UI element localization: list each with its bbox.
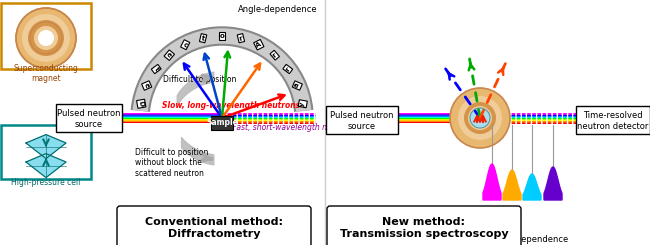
Circle shape: [470, 108, 490, 128]
Circle shape: [22, 14, 70, 62]
FancyBboxPatch shape: [326, 106, 398, 134]
Text: A: A: [255, 41, 263, 49]
Circle shape: [458, 96, 502, 140]
Text: Fast, short-wavelength neutrons: Fast, short-wavelength neutrons: [232, 123, 356, 132]
Text: t: t: [153, 66, 160, 72]
Text: Time-resolved
neutron detector: Time-resolved neutron detector: [577, 111, 649, 131]
FancyBboxPatch shape: [576, 106, 650, 134]
Text: Pulsed neutron
source: Pulsed neutron source: [57, 109, 121, 129]
FancyBboxPatch shape: [211, 116, 233, 130]
FancyBboxPatch shape: [1, 3, 91, 69]
FancyBboxPatch shape: [117, 206, 311, 245]
FancyBboxPatch shape: [1, 125, 91, 179]
Text: y: y: [300, 101, 306, 107]
FancyBboxPatch shape: [327, 206, 521, 245]
FancyBboxPatch shape: [56, 104, 122, 132]
Text: e: e: [166, 51, 173, 59]
Circle shape: [464, 102, 496, 134]
Text: r: r: [284, 66, 291, 72]
Text: Difficult to position: Difficult to position: [163, 75, 237, 85]
Circle shape: [16, 8, 76, 68]
Text: o: o: [220, 33, 224, 39]
Text: High-pressure cell: High-pressure cell: [11, 178, 81, 187]
Polygon shape: [503, 170, 521, 200]
Text: c: c: [182, 41, 188, 48]
Polygon shape: [26, 135, 66, 159]
Text: e: e: [143, 82, 150, 89]
Text: r: r: [239, 35, 243, 42]
Circle shape: [28, 20, 64, 56]
Text: Superconducting
magnet: Superconducting magnet: [14, 64, 79, 83]
Polygon shape: [26, 154, 66, 178]
Text: r: r: [272, 52, 278, 59]
Text: Sample: Sample: [206, 119, 238, 127]
Circle shape: [472, 110, 488, 126]
Text: t: t: [201, 35, 205, 42]
Circle shape: [450, 88, 510, 148]
Text: a: a: [294, 82, 301, 89]
Text: Velocity dependence
(wavelength dependence): Velocity dependence (wavelength dependen…: [469, 235, 579, 245]
Text: New method:
Transmission spectroscopy: New method: Transmission spectroscopy: [340, 217, 508, 239]
Circle shape: [34, 26, 58, 50]
Text: D: D: [138, 100, 145, 107]
Circle shape: [38, 30, 54, 46]
Polygon shape: [483, 164, 501, 200]
Text: Angle-dependence: Angle-dependence: [238, 5, 318, 14]
Text: Slow, long-wavelength neutrons: Slow, long-wavelength neutrons: [162, 101, 300, 110]
Text: Pulsed neutron
source: Pulsed neutron source: [330, 111, 394, 131]
Polygon shape: [523, 174, 541, 200]
Text: Difficult to position
without block the
scattered neutron: Difficult to position without block the …: [135, 148, 209, 178]
Polygon shape: [544, 167, 562, 200]
Circle shape: [468, 106, 492, 130]
Text: Conventional method:
Diffractometry: Conventional method: Diffractometry: [145, 217, 283, 239]
